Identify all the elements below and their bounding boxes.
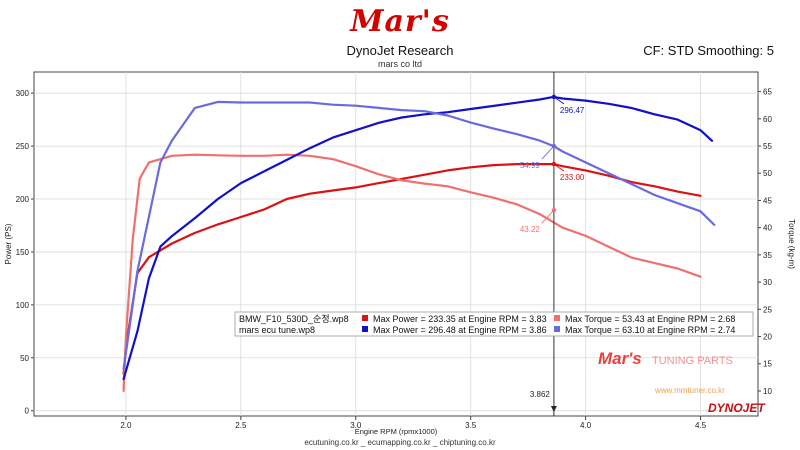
x-axis-label: Engine RPM (rpmx1000) [355,427,438,436]
y2-tick-label: 25 [763,305,772,314]
chart-subtitle: mars co ltd [377,59,422,69]
footer-links: ecutuning.co.kr _ ecumapping.co.kr _ chi… [304,438,496,447]
watermark-url: www.mmtuner.co.kr [654,386,725,395]
watermark-brand: Mar's [598,349,642,368]
legend-box [234,311,754,337]
watermark: Mar's TUNING PARTS www.mmtuner.co.kr DYN… [598,349,766,415]
cursor-value-label: 54.99 [520,161,541,170]
cursor-value-leader [541,145,555,160]
dynojet-logo: DYNOJET [708,401,766,415]
legend-power-run1: Max Power = 233.35 at Engine RPM = 3.83 [373,314,547,324]
y2-tick-label: 30 [763,278,772,287]
x-tick-label: 4.5 [695,421,707,430]
y2-tick-label: 50 [763,169,772,178]
series-lines [122,95,716,393]
cursor-value-leader [541,209,555,224]
legend-swatch-power-run1 [362,315,368,321]
legend-torque-run2: Max Torque = 63.10 at Engine RPM = 2.74 [565,325,735,335]
legend-run-2: mars ecu tune.wp8 [239,325,315,335]
y2-tick-label: 40 [763,224,772,233]
y2-tick-label: 55 [763,142,772,151]
watermark-text: TUNING PARTS [652,355,733,367]
y2-tick-label: 20 [763,333,772,342]
legend-swatch-power-run2 [362,326,368,332]
correction-factor-label: CF: STD Smoothing: 5 [643,43,774,58]
legend-swatch-torque-run1 [554,315,560,321]
cursor-value-label: 43.22 [520,225,541,234]
legend: BMW_F10_530D_순정.wp8 Max Power = 233.35 a… [234,311,754,337]
y2-tick-label: 15 [763,360,772,369]
y-tick-label: 250 [16,142,30,151]
legend-torque-run1: Max Torque = 53.43 at Engine RPM = 2.68 [565,314,735,324]
x-tick-label: 3.0 [350,421,362,430]
cursor-value-dot [551,94,557,100]
series-line-torque_run2 [122,100,716,371]
cursor-rpm-readout: 3.862 [530,390,551,399]
y-tick-label: 100 [16,301,30,310]
chart-title: DynoJet Research [346,43,454,58]
y-tick-label: 50 [20,354,29,363]
y2-tick-label: 65 [763,88,772,97]
y-tick-label: 0 [25,407,30,416]
y2-tick-label: 35 [763,251,772,260]
x-tick-label: 2.0 [120,421,132,430]
cursor-value-dot [551,207,557,213]
cursor-value-label: 296.47 [560,106,585,115]
x-tick-label: 4.0 [580,421,592,430]
y2-tick-label: 45 [763,196,772,205]
mars-logo: Mar's [350,4,450,39]
grid-lines [34,72,758,416]
cursor-line[interactable]: 3.862 43.22 233.00 54.99 296.47 [520,72,585,416]
series-line-power_run1 [122,163,702,375]
y2-tick-label: 60 [763,115,772,124]
y2-axis-label: Torque (kg-m) [787,219,796,269]
legend-run-1: BMW_F10_530D_순정.wp8 [239,314,349,324]
x-tick-label: 2.5 [235,421,247,430]
series-line-power_run2 [122,95,714,381]
cursor-value-dot [551,161,557,167]
y-axis-label: Power (PS) [4,223,13,264]
y-tick-label: 300 [16,89,30,98]
y-tick-label: 200 [16,195,30,204]
cursor-marker [550,406,557,412]
x-tick-label: 3.5 [465,421,477,430]
series-line-torque_run1 [122,153,702,393]
plot-area [33,71,759,417]
axes: 2.0 2.5 3.0 3.5 4.0 4.5 0 50 100 150 200 250 300 10 15… [16,88,773,430]
y2-tick-label: 10 [763,387,772,396]
cursor-value-label: 233.00 [560,173,585,182]
y-tick-label: 150 [16,248,30,257]
cursor-value-dot [551,143,557,149]
legend-swatch-torque-run2 [554,326,560,332]
legend-power-run2: Max Power = 296.48 at Engine RPM = 3.86 [373,325,547,335]
